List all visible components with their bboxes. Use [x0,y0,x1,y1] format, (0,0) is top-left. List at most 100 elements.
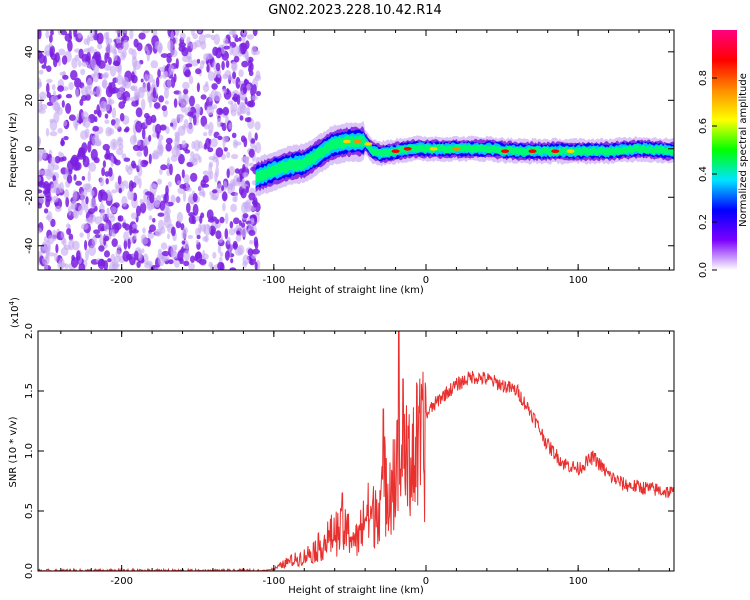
noise-blob [182,124,186,131]
noise-blob [142,160,149,165]
noise-blob [182,190,187,202]
noise-blob [48,252,56,257]
noise-blob [162,255,170,262]
noise-blob [222,73,229,80]
noise-blob [181,140,187,149]
noise-blob [144,73,149,83]
noise-blob [251,95,258,101]
noise-blob [178,154,185,165]
noise-blob [68,114,76,121]
noise-blob [248,100,256,108]
noise-blob [105,35,110,46]
noise-blob [138,158,142,171]
noise-blob [72,190,78,202]
noise-blob [233,174,241,187]
noise-blob [136,261,141,268]
noise-blob [41,64,47,69]
noise-blob [219,252,224,257]
noise-blob [163,70,169,78]
noise-blob [114,222,122,231]
spectrogram-x-label: Height of straight line (km) [288,285,424,296]
noise-blob [216,117,222,128]
noise-blob [241,227,247,238]
noise-blob [148,215,153,221]
noise-blob [187,111,194,117]
noise-blob [90,197,96,209]
noise-blob [200,179,206,188]
noise-blob [118,143,124,150]
colorbar-tick-label: 0.8 [698,70,709,86]
noise-blob [170,194,176,204]
noise-blob [212,46,219,56]
noise-blob [132,223,138,229]
noise-blob [167,181,172,188]
noise-blob [42,149,47,160]
noise-blob [175,196,182,203]
noise-blob [154,41,163,51]
noise-blob [233,55,240,63]
noise-blob [123,157,131,162]
noise-blob [184,149,191,154]
noise-blob [136,151,142,157]
noise-blob [46,65,52,72]
noise-blob [224,250,230,261]
noise-blob [256,90,261,97]
noise-blob [254,121,261,131]
noise-blob [119,112,125,122]
noise-blob [38,81,43,88]
noise-blob [60,247,69,256]
noise-blob [93,157,100,164]
noise-blob [104,235,110,242]
noise-blob [252,196,258,208]
noise-blob [131,160,136,169]
snr-y-label: SNR (10 * v/v) [8,416,19,487]
noise-blob [64,189,70,200]
noise-blob [157,248,163,256]
noise-blob [196,82,200,93]
noise-blob [79,98,84,106]
noise-blob [241,202,248,214]
noise-blob [46,245,50,257]
noise-blob [189,95,195,107]
noise-blob [167,233,170,240]
noise-blob [239,102,246,114]
noise-blob [217,68,221,79]
noise-blob [250,217,255,225]
noise-blob [136,205,141,217]
noise-blob [131,74,138,84]
noise-blob [205,137,211,150]
noise-blob [121,196,128,207]
noise-blob [178,90,182,103]
noise-blob [130,96,138,102]
spectrogram-y-label: Frequency (Hz) [8,112,19,188]
noise-blob [133,60,142,70]
noise-blob [88,208,95,215]
noise-blob [90,90,97,96]
noise-blob [61,55,68,65]
noise-blob [183,88,189,95]
noise-blob [97,258,106,270]
noise-blob [229,221,234,229]
noise-blob [113,255,121,263]
noise-blob [222,202,226,212]
noise-blob [218,108,223,114]
noise-blob [156,131,160,139]
noise-blob [68,239,75,251]
noise-blob [226,168,230,179]
noise-blob [200,94,207,100]
signal-hotspot [403,147,412,151]
noise-blob [55,205,62,212]
noise-blob [215,230,222,240]
noise-blob [81,61,89,67]
noise-blob [202,170,210,176]
noise-blob [230,101,234,114]
noise-blob [96,85,102,98]
noise-blob [167,40,174,52]
noise-blob [225,60,230,69]
noise-blob [163,216,172,229]
noise-blob [186,123,194,135]
noise-blob [73,30,77,38]
noise-blob [140,78,144,83]
noise-blob [231,132,237,139]
